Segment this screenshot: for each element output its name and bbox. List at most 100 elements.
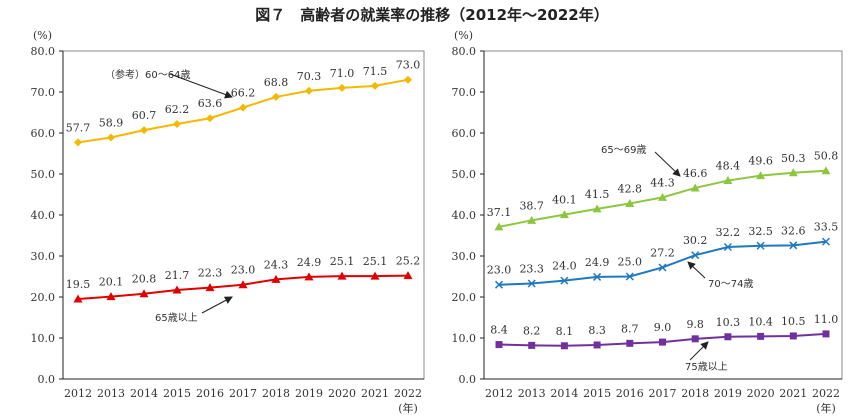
data-label: 66.2 (231, 87, 256, 100)
data-point (494, 222, 504, 231)
data-label: 40.1 (552, 194, 577, 207)
annotation-arrow (687, 261, 706, 279)
data-label: 62.2 (165, 103, 190, 116)
data-point (723, 176, 733, 185)
data-point (593, 272, 602, 281)
data-point (139, 289, 149, 298)
x-tick-label: 2013 (97, 387, 125, 400)
data-point (724, 333, 732, 341)
x-tick-label: 2017 (649, 387, 677, 400)
data-point (74, 138, 82, 147)
data-label: 41.5 (585, 188, 610, 201)
series-annotation: 65歳以上 (155, 312, 198, 324)
x-tick-label: 2012 (64, 387, 92, 400)
data-point (691, 251, 700, 260)
data-label: 30.2 (683, 234, 708, 247)
data-label: 25.0 (618, 256, 643, 269)
data-label: 32.6 (781, 224, 806, 237)
data-point (403, 271, 413, 280)
data-point (73, 294, 83, 303)
data-point (271, 274, 281, 283)
y-tick-label: 40.0 (31, 209, 56, 222)
annotation-arrow (689, 341, 709, 361)
data-label: 10.3 (716, 316, 741, 329)
data-point (272, 92, 280, 101)
data-label: 58.9 (99, 117, 124, 130)
data-label: 11.0 (814, 313, 839, 326)
data-point (821, 237, 831, 246)
data-point (205, 283, 215, 292)
data-point (659, 338, 666, 346)
series-annotation: 75歳以上 (685, 361, 728, 373)
x-tick-label: 2014 (550, 387, 578, 400)
data-label: 68.8 (264, 76, 289, 89)
data-point (626, 339, 634, 347)
y-tick-label: 80.0 (31, 45, 56, 58)
data-label: 9.8 (686, 318, 704, 331)
x-tick-label: 2022 (394, 387, 422, 400)
data-label: 63.6 (198, 97, 223, 110)
data-point (337, 271, 347, 280)
x-tick-label: 2016 (616, 387, 644, 400)
y-tick-label: 20.0 (452, 291, 477, 304)
y-tick-label: 80.0 (452, 45, 477, 58)
data-label: 32.2 (716, 226, 741, 239)
data-point (592, 204, 602, 213)
data-label: 10.5 (781, 315, 806, 328)
data-label: 25.1 (330, 255, 355, 268)
chart-panel-1: 0.0 10.0 20.0 30.0 40.0 50.0 60.0 70.0 80.0 (%) 20… (31, 29, 425, 415)
y-tick-label: 50.0 (31, 168, 56, 181)
y-axis-label: (%) (454, 29, 473, 42)
data-point (560, 276, 569, 285)
data-label: 24.3 (264, 258, 289, 271)
data-label: 44.3 (650, 176, 675, 189)
series-annotation: 70～74歳 (708, 278, 753, 290)
series-（参考）60～64歳: 57.7 58.9 60.7 62.2 63.6 66.2 68.8 70.3 71.0 71.5… (66, 59, 420, 147)
data-point (371, 81, 379, 90)
y-tick-label: 0.0 (459, 373, 477, 386)
y-axis-label: (%) (33, 29, 52, 42)
y-tick-label: 70.0 (31, 86, 56, 99)
data-point (305, 86, 313, 95)
data-label: 46.6 (683, 167, 708, 180)
y-tick-label: 10.0 (452, 332, 477, 345)
x-tick-label: 2019 (714, 387, 742, 400)
x-tick-label: 2017 (229, 387, 257, 400)
data-label: 23.0 (231, 264, 256, 277)
data-point (527, 279, 536, 288)
x-tick-label: 2018 (262, 387, 290, 400)
data-point (494, 280, 504, 289)
x-tick-label: 2019 (295, 387, 323, 400)
data-label: 24.9 (297, 256, 322, 269)
x-tick-label: 2016 (196, 387, 224, 400)
data-label: 9.0 (654, 321, 672, 334)
data-point (625, 199, 635, 208)
x-axis-label: (年) (816, 401, 836, 415)
data-point (788, 168, 798, 177)
data-label: 8.7 (621, 322, 639, 335)
data-label: 37.1 (487, 206, 512, 219)
data-label: 50.3 (781, 152, 806, 165)
x-tick-label: 2015 (163, 387, 191, 400)
x-tick-label: 2015 (583, 387, 611, 400)
data-point (528, 341, 536, 349)
data-label: 8.3 (588, 324, 606, 337)
data-point (370, 271, 380, 280)
x-tick-label: 2021 (779, 387, 807, 400)
data-label: 71.0 (330, 67, 355, 80)
y-tick-label: 50.0 (452, 168, 477, 181)
data-point (756, 241, 765, 250)
data-label: 70.3 (297, 70, 322, 83)
data-label: 57.7 (66, 121, 91, 134)
data-label: 10.4 (748, 315, 773, 328)
data-label: 8.2 (523, 324, 541, 337)
data-point (560, 342, 568, 350)
series-65～69歳: 37.1 38.7 40.1 41.5 42.8 44.3 46.6 48.4 49.6 50.3… (487, 144, 838, 231)
annotation-arrow (654, 151, 681, 177)
data-point (404, 75, 412, 84)
x-tick-label: 2021 (361, 387, 389, 400)
data-label: 19.5 (66, 278, 91, 291)
series-annotation: 65～69歳 (601, 144, 646, 156)
data-label: 42.8 (618, 183, 643, 196)
